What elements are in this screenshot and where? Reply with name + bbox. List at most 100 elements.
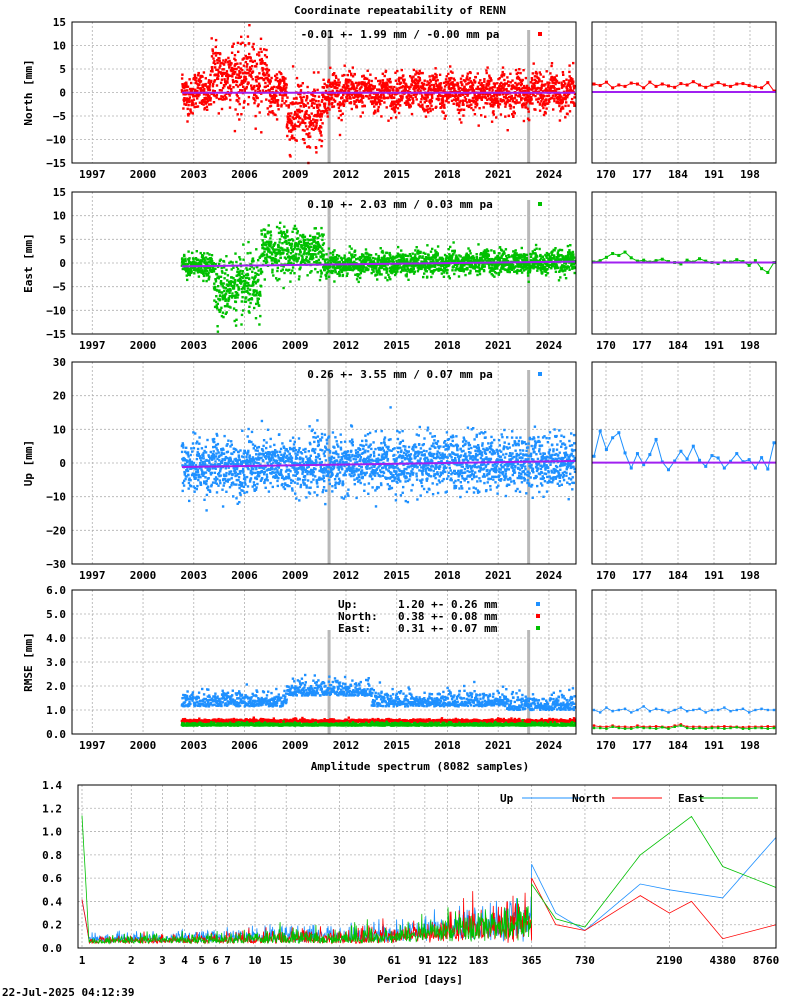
- data-point: [346, 87, 349, 90]
- data-point: [235, 318, 238, 321]
- data-point: [292, 128, 295, 131]
- data-point: [318, 278, 322, 282]
- data-point: [413, 81, 417, 84]
- data-point: [308, 246, 311, 249]
- data-point: [354, 88, 357, 91]
- data-point: [345, 84, 348, 87]
- data-point: [448, 253, 451, 256]
- data-point: [247, 103, 250, 106]
- data-point: [302, 138, 306, 141]
- data-point: [302, 233, 305, 237]
- data-point: [430, 100, 433, 103]
- data-point: [334, 81, 337, 85]
- data-point: [391, 92, 394, 96]
- data-point: [193, 75, 197, 78]
- data-point: [371, 84, 374, 88]
- data-point: [320, 251, 323, 254]
- data-point: [571, 78, 574, 81]
- data-point: [299, 240, 303, 243]
- data-point: [530, 79, 534, 82]
- data-point: [232, 287, 236, 290]
- data-point: [236, 85, 240, 88]
- data-point: [244, 75, 247, 79]
- data-point: [349, 267, 352, 270]
- data-point: [233, 282, 236, 285]
- data-point: [394, 106, 397, 109]
- data-point: [506, 97, 509, 100]
- data-point: [254, 114, 257, 118]
- data-point: [517, 87, 521, 90]
- data-point: [263, 233, 267, 236]
- data-point: [283, 90, 287, 93]
- data-point: [237, 100, 240, 103]
- data-point: [405, 85, 408, 88]
- data-point: [470, 263, 474, 267]
- data-point: [217, 97, 221, 101]
- x-tick-label: 1997: [79, 168, 106, 181]
- data-point: [512, 106, 515, 109]
- data-point: [463, 260, 466, 263]
- data-point: [249, 68, 253, 71]
- data-point: [552, 108, 555, 111]
- data-point: [425, 256, 428, 260]
- data-point: [418, 76, 421, 80]
- data-point: [197, 258, 200, 261]
- data-point: [202, 279, 205, 283]
- data-point: [303, 238, 307, 242]
- data-point: [439, 84, 442, 87]
- data-point: [192, 98, 196, 101]
- data-point: [415, 258, 419, 261]
- data-point: [317, 106, 320, 109]
- data-point: [424, 115, 428, 118]
- data-point: [544, 112, 547, 115]
- data-point: [270, 253, 274, 256]
- data-point: [213, 62, 217, 66]
- data-point: [237, 285, 240, 289]
- data-point: [318, 234, 321, 237]
- data-point: [338, 273, 341, 277]
- data-point: [299, 116, 302, 120]
- data-point: [188, 78, 191, 81]
- data-point: [204, 84, 207, 87]
- data-point: [196, 86, 199, 89]
- data-point: [566, 87, 569, 91]
- data-point: [372, 88, 375, 91]
- data-point: [350, 72, 353, 75]
- data-point: [328, 83, 332, 87]
- data-point: [325, 277, 328, 280]
- data-point: [357, 280, 360, 284]
- data-point: [459, 265, 463, 269]
- data-point: [317, 232, 320, 235]
- data-point: [358, 269, 362, 272]
- data-point: [457, 93, 461, 97]
- data-point: [218, 89, 222, 92]
- data-point: [206, 273, 210, 277]
- data-point: [264, 81, 267, 85]
- data-point: [234, 252, 237, 255]
- data-point: [404, 268, 407, 271]
- data-point: [285, 240, 288, 243]
- data-point: [429, 266, 432, 269]
- data-point: [493, 82, 497, 85]
- data-point: [454, 99, 458, 102]
- data-point: [321, 257, 325, 261]
- data-point: [238, 274, 241, 277]
- data-point: [389, 253, 392, 257]
- data-point: [354, 273, 357, 276]
- data-point: [320, 115, 323, 118]
- data-point: [411, 97, 415, 100]
- data-point: [541, 83, 544, 86]
- data-point: [381, 79, 385, 82]
- data-point: [305, 109, 308, 113]
- data-point: [314, 227, 317, 230]
- data-point: [193, 73, 197, 77]
- data-point: [387, 257, 391, 260]
- data-point: [495, 90, 498, 93]
- data-point: [207, 271, 210, 274]
- data-point: [567, 84, 570, 87]
- data-point: [238, 277, 242, 280]
- data-point: [547, 83, 550, 86]
- data-point: [346, 272, 349, 275]
- data-point: [214, 278, 217, 281]
- data-point: [268, 110, 271, 113]
